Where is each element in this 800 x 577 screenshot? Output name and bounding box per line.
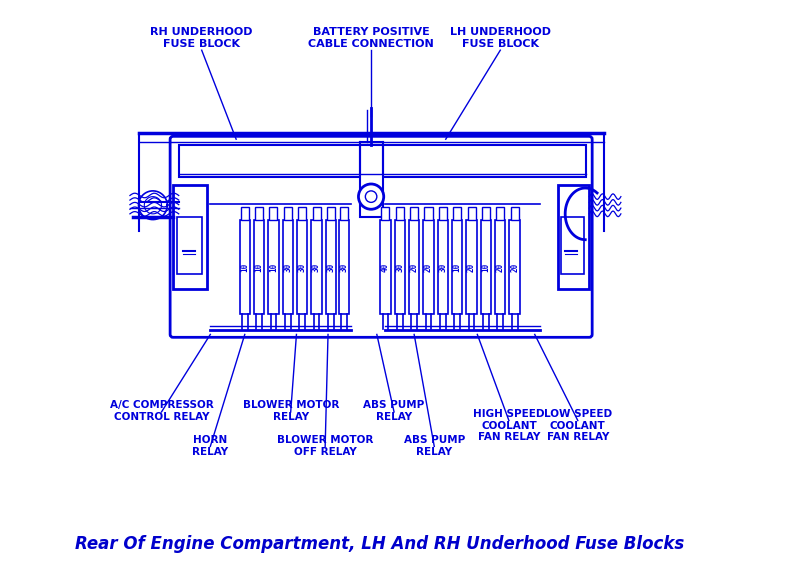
Bar — [452, 220, 462, 314]
Bar — [177, 217, 202, 274]
Circle shape — [366, 191, 377, 203]
Text: HORN
RELAY: HORN RELAY — [192, 435, 228, 456]
Text: LOW SPEED
COOLANT
FAN RELAY: LOW SPEED COOLANT FAN RELAY — [544, 409, 612, 443]
Bar — [495, 220, 506, 314]
Bar — [382, 207, 390, 220]
Bar — [255, 207, 263, 220]
Bar — [239, 220, 250, 314]
Text: 20: 20 — [467, 263, 476, 272]
Bar — [396, 207, 404, 220]
Bar — [510, 220, 520, 314]
Bar — [360, 145, 382, 217]
Bar — [439, 207, 447, 220]
Bar — [410, 207, 418, 220]
Bar — [297, 220, 307, 314]
Text: HIGH SPEED
COOLANT
FAN RELAY: HIGH SPEED COOLANT FAN RELAY — [473, 409, 545, 443]
Text: 10: 10 — [453, 263, 462, 272]
Text: ABS PUMP
RELAY: ABS PUMP RELAY — [404, 435, 465, 456]
Text: RH UNDERHOOD
FUSE BLOCK: RH UNDERHOOD FUSE BLOCK — [150, 27, 253, 49]
Text: 40: 40 — [381, 263, 390, 272]
Text: 30: 30 — [326, 263, 335, 272]
Text: 20: 20 — [424, 263, 433, 272]
Bar — [254, 220, 264, 314]
Bar — [510, 207, 518, 220]
Text: 30: 30 — [395, 263, 404, 272]
Text: 20: 20 — [496, 263, 505, 272]
Bar — [482, 207, 490, 220]
Text: LH UNDERHOOD
FUSE BLOCK: LH UNDERHOOD FUSE BLOCK — [450, 27, 550, 49]
Bar — [282, 220, 293, 314]
Text: 30: 30 — [340, 263, 349, 272]
Bar — [380, 220, 390, 314]
Text: 10: 10 — [254, 263, 264, 272]
Bar — [284, 207, 292, 220]
Text: 30: 30 — [438, 263, 447, 272]
Text: BATTERY POSITIVE
CABLE CONNECTION: BATTERY POSITIVE CABLE CONNECTION — [308, 27, 434, 49]
Bar — [394, 220, 405, 314]
Bar — [241, 207, 249, 220]
Bar — [326, 220, 336, 314]
Bar — [268, 220, 278, 314]
Bar — [467, 207, 476, 220]
Bar — [423, 220, 434, 314]
Bar — [270, 207, 278, 220]
Bar — [311, 220, 322, 314]
Bar — [340, 207, 348, 220]
Text: 20: 20 — [410, 263, 418, 272]
Text: 30: 30 — [312, 263, 321, 272]
Text: ABS PUMP
RELAY: ABS PUMP RELAY — [363, 400, 425, 422]
Text: 10: 10 — [269, 263, 278, 272]
Bar — [496, 207, 504, 220]
Bar — [178, 145, 586, 177]
Circle shape — [358, 184, 384, 209]
Bar — [558, 185, 590, 288]
Bar — [339, 220, 350, 314]
Bar — [481, 220, 491, 314]
Bar — [454, 207, 462, 220]
Text: 10: 10 — [240, 263, 250, 272]
Bar — [327, 207, 335, 220]
Text: A/C COMPRESSOR
CONTROL RELAY: A/C COMPRESSOR CONTROL RELAY — [110, 400, 214, 422]
Text: BLOWER MOTOR
OFF RELAY: BLOWER MOTOR OFF RELAY — [277, 435, 374, 456]
Text: Rear Of Engine Compartment, LH And RH Underhood Fuse Blocks: Rear Of Engine Compartment, LH And RH Un… — [75, 535, 684, 553]
Bar — [561, 217, 584, 274]
Bar — [313, 207, 321, 220]
Bar — [438, 220, 448, 314]
Bar — [466, 220, 477, 314]
Text: 30: 30 — [298, 263, 306, 272]
Bar — [409, 220, 419, 314]
FancyBboxPatch shape — [170, 136, 592, 338]
Text: 20: 20 — [510, 263, 519, 272]
Text: 10: 10 — [482, 263, 490, 272]
Text: 30: 30 — [283, 263, 292, 272]
Bar — [173, 185, 207, 288]
Bar — [298, 207, 306, 220]
Bar — [425, 207, 433, 220]
Text: BLOWER MOTOR
RELAY: BLOWER MOTOR RELAY — [242, 400, 339, 422]
